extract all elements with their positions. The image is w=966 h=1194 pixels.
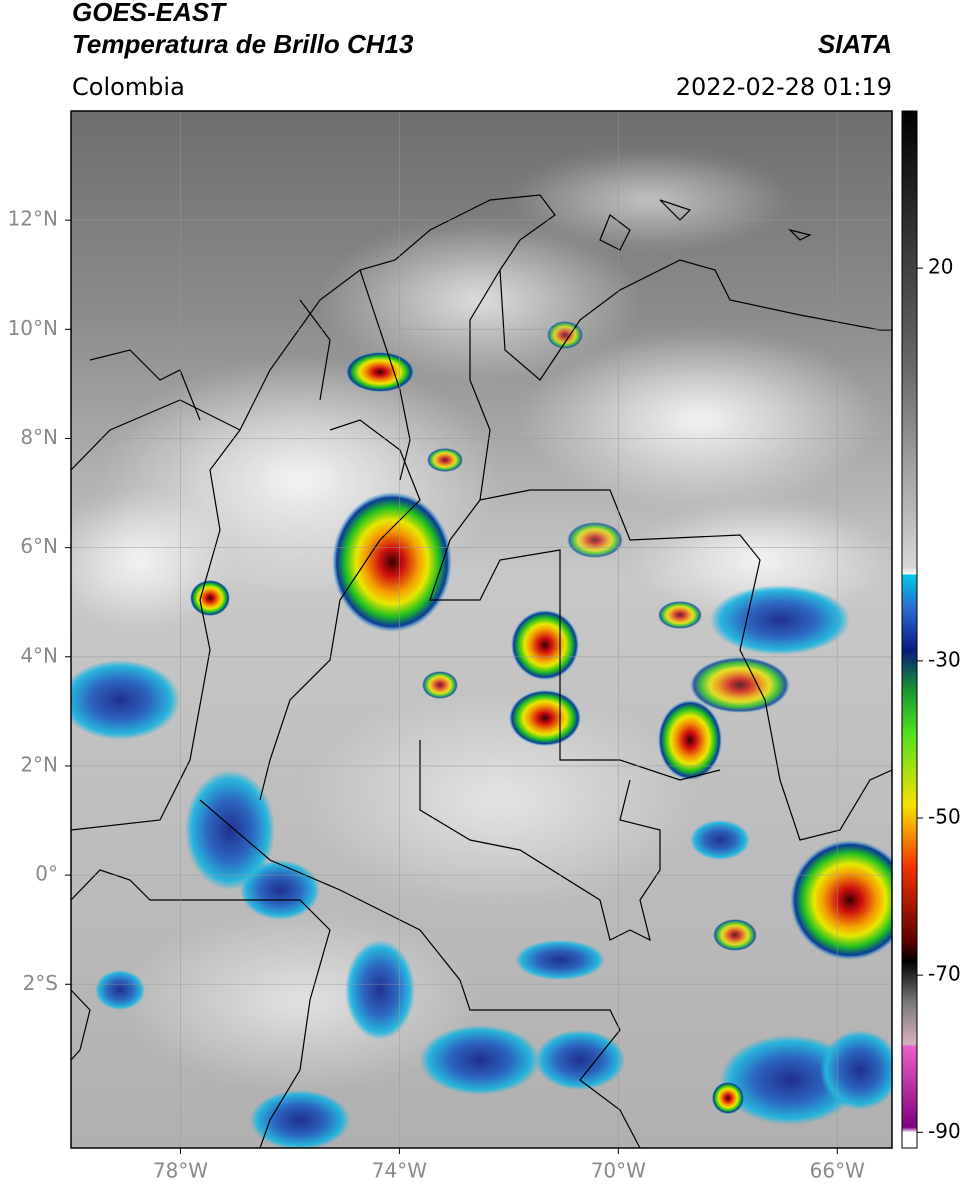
y-tick-label: 0° — [35, 862, 58, 886]
datetime-label: 2022-02-28 01:19 — [676, 73, 892, 101]
colorbar-tick-label: -70 — [928, 962, 961, 986]
colorbar-tick-label: -90 — [928, 1119, 961, 1143]
y-tick-label: 12°N — [8, 207, 58, 231]
y-tick-label: 2°N — [20, 752, 58, 776]
colorbar-tick-label: 20 — [928, 255, 953, 279]
satellite-image — [71, 111, 892, 1148]
x-tick-label: 70°W — [591, 1159, 646, 1183]
x-tick-label: 74°W — [372, 1159, 427, 1183]
y-tick-label: 6°N — [20, 534, 58, 558]
satellite-title: GOES-EAST — [72, 0, 227, 27]
colorbar-tick-label: -50 — [928, 805, 961, 829]
y-tick-label: 8°N — [20, 425, 58, 449]
y-tick-label: 10°N — [8, 316, 58, 340]
region-label: Colombia — [72, 73, 185, 101]
colorbar — [901, 110, 918, 1149]
x-tick-label: 78°W — [153, 1159, 208, 1183]
map-frame — [70, 110, 893, 1149]
source-label: SIATA — [818, 29, 892, 59]
y-tick-label: 2°S — [23, 971, 58, 995]
y-tick-label: 4°N — [20, 643, 58, 667]
colorbar-tick-label: -30 — [928, 647, 961, 671]
x-tick-label: 66°W — [810, 1159, 865, 1183]
product-title: Temperatura de Brillo CH13 — [72, 29, 414, 59]
